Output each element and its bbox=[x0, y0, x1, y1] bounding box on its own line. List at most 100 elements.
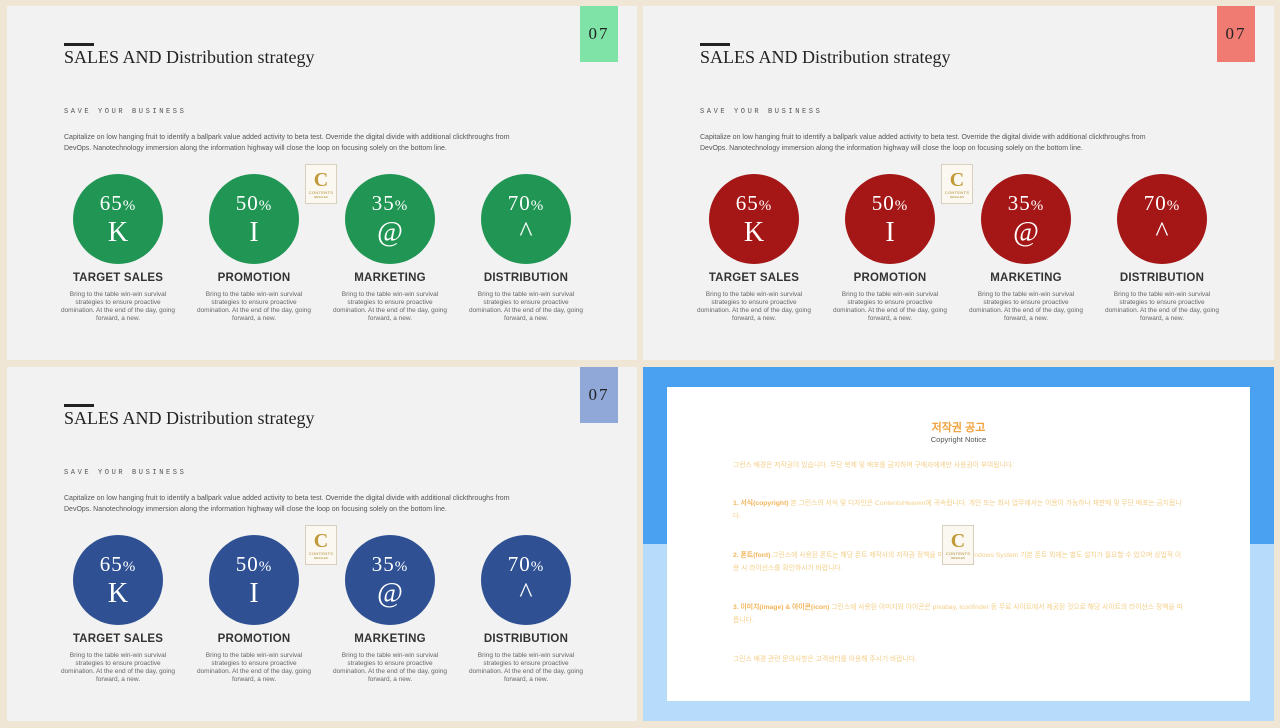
stat-circle: 65% K bbox=[709, 174, 799, 264]
notice-paragraph-copyright: 1. 서식(copyright) 본 그린스의 서식 및 디자인은 Conten… bbox=[733, 497, 1185, 523]
slide-title: SALES AND Distribution strategy bbox=[64, 47, 315, 67]
stat-label: MARKETING bbox=[354, 272, 426, 284]
stat-percent-value: 50 bbox=[235, 190, 259, 215]
stat-label: TARGET SALES bbox=[72, 272, 164, 284]
stat-description: Bring to the table win-win survival stra… bbox=[468, 291, 584, 322]
stat-description: Bring to the table win-win survival stra… bbox=[60, 291, 176, 322]
notice-heading-font: 2. 폰트(font) bbox=[733, 552, 771, 559]
page-number-badge: 07 bbox=[580, 367, 618, 423]
stat-percent: 70% bbox=[1144, 191, 1181, 218]
slide-paragraph: Capitalize on low hanging fruit to ident… bbox=[700, 134, 1146, 152]
stat-symbol: I bbox=[249, 216, 259, 248]
stat-percent-unit: % bbox=[122, 558, 137, 575]
notice-subtitle: Copyright Notice bbox=[930, 435, 987, 444]
logo-subtext: RESALES bbox=[951, 555, 965, 560]
stat-item: 50% I PROMOTION Bring to the table win-win … bbox=[825, 174, 955, 323]
stat-circle: 65% K bbox=[73, 174, 163, 264]
logo-text: CONTENTS bbox=[944, 189, 970, 195]
stat-circle: 35% @ bbox=[345, 174, 435, 264]
notice-paragraph-image: 3. 이미지(image) & 아이콘(icon) 그린스에 사용된 이미지와 … bbox=[733, 601, 1185, 627]
contents-logo: C CONTENTS RESALES bbox=[942, 525, 974, 565]
stat-item: 35% @ MARKETING Bring to the table win-win … bbox=[961, 174, 1091, 323]
slide-title: SALES AND Distribution strategy bbox=[700, 47, 951, 67]
stat-item: 35% @ MARKETING Bring to the table win-win … bbox=[325, 174, 455, 323]
stat-label: PROMOTION bbox=[217, 272, 291, 284]
contents-logo: C CONTENTS RESALES bbox=[305, 525, 337, 565]
stat-description: Bring to the table win-win survival stra… bbox=[1104, 291, 1220, 322]
stat-percent-unit: % bbox=[1030, 197, 1045, 214]
stat-label: DISTRIBUTION bbox=[1119, 272, 1205, 284]
logo-letter: C bbox=[950, 529, 966, 552]
stat-percent-value: 70 bbox=[507, 551, 531, 576]
stat-percent-unit: % bbox=[758, 197, 773, 214]
stat-label: PROMOTION bbox=[217, 633, 291, 645]
stat-item: 70% ^ DISTRIBUTION Bring to the table win-w… bbox=[461, 174, 591, 323]
stat-label: DISTRIBUTION bbox=[483, 272, 569, 284]
stat-percent-unit: % bbox=[530, 558, 545, 575]
slide-copyright-notice[interactable]: 저작권 공고 Copyright Notice 그런스 배경은 저작권이 있습니… bbox=[643, 367, 1274, 721]
notice-heading-image: 3. 이미지(image) & 아이콘(icon) bbox=[733, 604, 830, 611]
logo-text: CONTENTS bbox=[308, 189, 334, 195]
stat-symbol: ^ bbox=[519, 577, 533, 609]
stat-symbol: I bbox=[249, 577, 259, 609]
stat-symbol: I bbox=[885, 216, 895, 248]
stat-percent: 65% bbox=[100, 552, 137, 579]
stat-symbol: K bbox=[743, 216, 765, 248]
stat-item: 65% K TARGET SALES Bring to the table win-w… bbox=[53, 535, 183, 684]
stat-percent: 50% bbox=[236, 191, 273, 218]
stat-circle: 50% I bbox=[209, 174, 299, 264]
notice-text-copyright: 본 그린스의 서식 및 디자인은 ContentsHeaven에 귀속됩니다. … bbox=[733, 500, 1182, 520]
notice-text-font: 그린스에 사용된 폰트는 해당 폰트 제작사의 저작권 정책을 따릅니다. Wi… bbox=[733, 552, 1182, 572]
stat-percent-value: 35 bbox=[1007, 190, 1031, 215]
stat-percent-value: 65 bbox=[99, 551, 123, 576]
stat-circle: 50% I bbox=[845, 174, 935, 264]
stat-percent: 50% bbox=[872, 191, 909, 218]
stat-percent-unit: % bbox=[258, 197, 273, 214]
slide-subtitle: SAVE YOUR BUSINESS bbox=[64, 469, 187, 477]
slide-blue[interactable]: SALES AND Distribution strategy 07 SAVE … bbox=[7, 367, 637, 721]
stat-symbol: K bbox=[107, 216, 129, 248]
stat-circle: 70% ^ bbox=[481, 174, 571, 264]
stat-percent-unit: % bbox=[394, 197, 409, 214]
page-number-badge: 07 bbox=[1217, 6, 1255, 62]
stat-label: TARGET SALES bbox=[72, 633, 164, 645]
stat-item: 70% ^ DISTRIBUTION Bring to the table win-w… bbox=[461, 535, 591, 684]
stat-percent-unit: % bbox=[122, 197, 137, 214]
page-number-badge: 07 bbox=[580, 6, 618, 62]
stat-item: 65% K TARGET SALES Bring to the table win-w… bbox=[689, 174, 819, 323]
stat-percent-unit: % bbox=[394, 558, 409, 575]
stat-symbol: ^ bbox=[519, 216, 533, 248]
stat-circle: 65% K bbox=[73, 535, 163, 625]
stat-percent: 70% bbox=[508, 552, 545, 579]
stat-symbol: @ bbox=[1013, 216, 1039, 248]
logo-subtext: RESALES bbox=[950, 194, 964, 199]
stat-percent: 65% bbox=[736, 191, 773, 218]
stat-label: MARKETING bbox=[990, 272, 1062, 284]
notice-paragraph-contact: 그린스 배경 관련 문의사항은 고객센터를 이용해 주시기 바랍니다. bbox=[733, 656, 917, 663]
stat-percent-value: 70 bbox=[1143, 190, 1167, 215]
stat-percent-unit: % bbox=[258, 558, 273, 575]
stat-percent-value: 70 bbox=[507, 190, 531, 215]
stat-percent-value: 50 bbox=[871, 190, 895, 215]
logo-subtext: RESALES bbox=[314, 194, 328, 199]
slide-paragraph: Capitalize on low hanging fruit to ident… bbox=[64, 495, 510, 513]
slide-title: SALES AND Distribution strategy bbox=[64, 408, 315, 428]
stat-percent: 50% bbox=[236, 552, 273, 579]
slide-red[interactable]: SALES AND Distribution strategy 07 SAVE … bbox=[643, 6, 1274, 360]
logo-text: CONTENTS bbox=[308, 550, 334, 556]
slide-paragraph: Capitalize on low hanging fruit to ident… bbox=[64, 134, 510, 152]
stat-item: 70% ^ DISTRIBUTION Bring to the table win-w… bbox=[1097, 174, 1227, 323]
contents-logo: C CONTENTS RESALES bbox=[941, 164, 973, 204]
stat-description: Bring to the table win-win survival stra… bbox=[468, 652, 584, 683]
stat-label: DISTRIBUTION bbox=[483, 633, 569, 645]
stat-percent-value: 35 bbox=[371, 190, 395, 215]
logo-text: CONTENTS bbox=[945, 550, 971, 556]
stat-description: Bring to the table win-win survival stra… bbox=[332, 652, 448, 683]
stat-percent-unit: % bbox=[1166, 197, 1181, 214]
logo-letter: C bbox=[949, 168, 965, 191]
stat-percent-value: 65 bbox=[735, 190, 759, 215]
slide-subtitle: SAVE YOUR BUSINESS bbox=[700, 108, 823, 116]
notice-heading-copyright: 1. 서식(copyright) bbox=[733, 500, 789, 507]
slide-green[interactable]: SALES AND Distribution strategy 07 SAVE … bbox=[7, 6, 637, 360]
stat-percent-value: 65 bbox=[99, 190, 123, 215]
